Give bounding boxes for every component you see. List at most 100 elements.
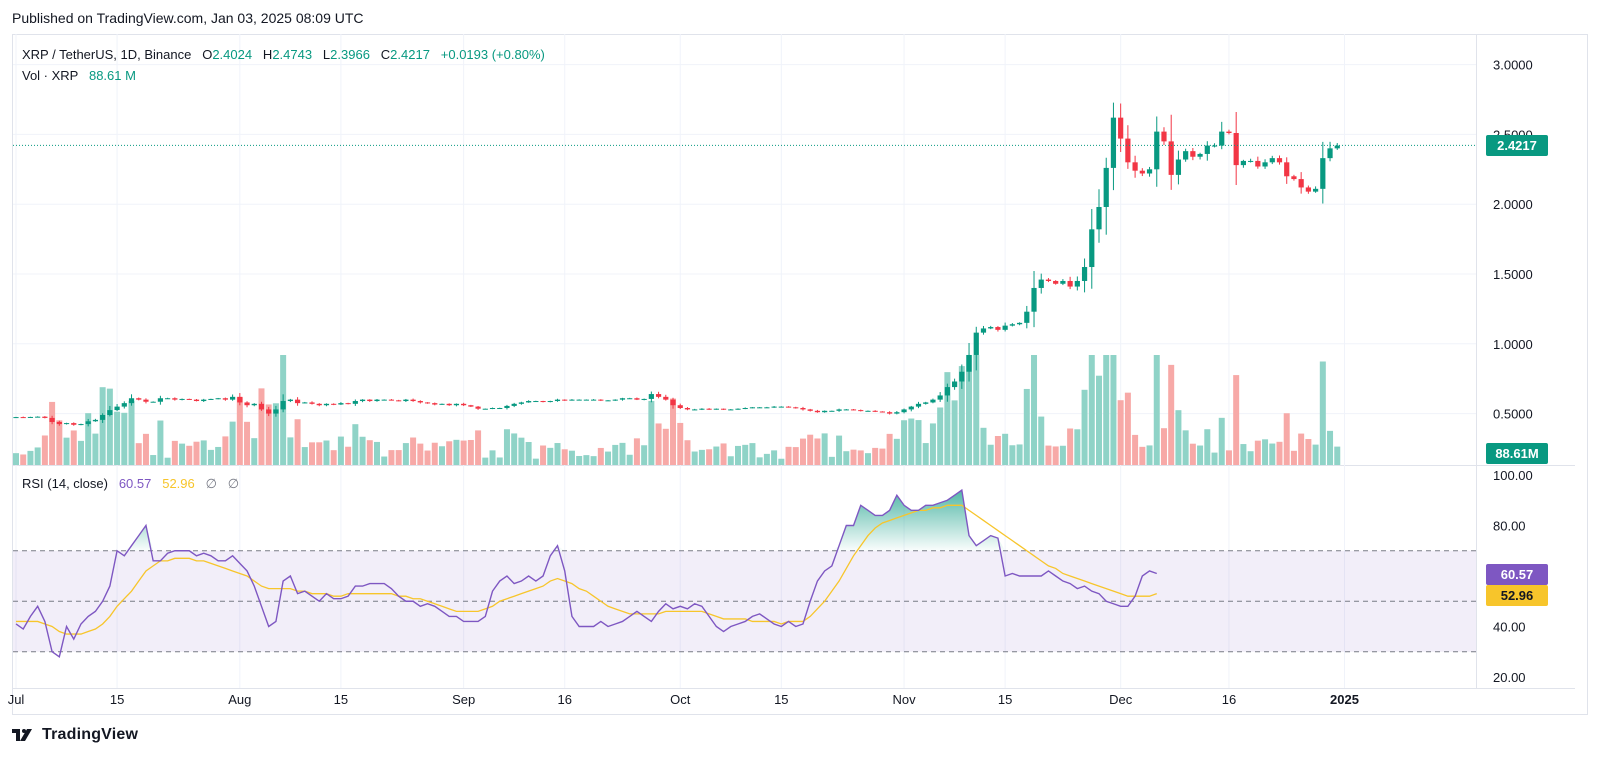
candle-body <box>1139 170 1145 174</box>
volume-bar <box>698 449 705 465</box>
volume-bar <box>85 413 92 465</box>
volume-bar <box>20 454 27 465</box>
rsi-tick-label: 100.00 <box>1493 468 1533 483</box>
volume-bar <box>1074 429 1081 465</box>
volume-bar <box>749 443 756 465</box>
volume-bar <box>561 449 568 465</box>
volume-bar <box>236 397 243 465</box>
volume-bar <box>937 407 944 465</box>
x-tick-label: 15 <box>334 692 348 707</box>
main-legend: XRP / TetherUS, 1D, Binance O2.4024 H2.4… <box>22 44 545 86</box>
volume-bar <box>467 439 474 465</box>
volume-bar <box>590 456 597 465</box>
candle-body <box>1276 158 1283 163</box>
low-label: L <box>322 47 331 62</box>
candle-body <box>143 399 149 402</box>
candle-body <box>1313 188 1319 192</box>
candle-body <box>489 408 496 410</box>
candle-body <box>309 402 315 404</box>
candle-body <box>1226 131 1232 134</box>
candle-body <box>453 403 460 406</box>
x-tick-label: Nov <box>892 692 916 707</box>
volume-bar <box>828 456 835 465</box>
footer-brand[interactable]: TradingView <box>12 726 138 744</box>
candle-body <box>439 403 445 405</box>
volume-bar <box>850 449 857 465</box>
candle-body <box>576 399 582 401</box>
volume-bar <box>41 435 48 465</box>
volume-bar <box>872 447 879 465</box>
candle-body <box>1081 267 1088 281</box>
price-tick-label: 1.0000 <box>1493 337 1533 352</box>
symbol-label[interactable]: XRP / TetherUS, 1D, Binance <box>22 47 192 62</box>
rsi-value: 60.57 <box>118 476 152 491</box>
candle-body <box>1103 167 1109 207</box>
candle-body <box>1183 151 1189 160</box>
candle-body <box>1146 169 1153 174</box>
x-tick-label: Jul <box>8 692 25 707</box>
volume-bar <box>272 403 279 465</box>
volume-bar <box>742 444 749 465</box>
volume-bar <box>901 420 908 465</box>
volume-bar <box>446 441 453 465</box>
candle-body <box>807 409 813 411</box>
candle-body <box>1161 131 1167 142</box>
last-price-tag: 2.4217 <box>1486 135 1548 156</box>
volume-bar <box>135 443 142 465</box>
candle-body <box>1089 229 1095 268</box>
volume-bar <box>1283 413 1290 465</box>
volume-value: 88.61 M <box>88 68 136 83</box>
rsi-ma-tag: 52.96 <box>1486 585 1548 606</box>
candle-body <box>619 398 626 400</box>
candle-body <box>937 395 943 400</box>
volume-bar <box>424 450 431 465</box>
volume-bar <box>1168 364 1175 465</box>
candle-body <box>988 327 994 329</box>
candle-body <box>771 406 777 408</box>
rsi-tick-label: 80.00 <box>1493 519 1526 534</box>
volume-bar <box>244 421 251 465</box>
volume-bar <box>771 450 778 465</box>
volume-label[interactable]: Vol · XRP <box>22 68 79 83</box>
candle-body <box>569 399 575 401</box>
candle-body <box>648 394 654 399</box>
volume-bar <box>1233 375 1240 465</box>
volume-bar <box>77 440 84 465</box>
candle-body <box>294 399 301 404</box>
candle-body <box>518 402 524 404</box>
last-volume-tag: 88.61M <box>1486 443 1548 464</box>
volume-bar <box>1096 375 1102 465</box>
volume-bar <box>128 400 135 465</box>
candle-body <box>980 328 987 333</box>
candle-body <box>930 399 936 403</box>
volume-bar <box>1160 428 1167 465</box>
candle-body <box>244 402 250 406</box>
volume-bar <box>568 450 575 465</box>
candle-body <box>266 409 272 414</box>
chart-frame[interactable] <box>12 34 1588 715</box>
candle-body <box>526 401 532 403</box>
candle-body <box>1204 145 1210 154</box>
volume-bar <box>1312 444 1319 465</box>
candle-body <box>1154 131 1160 170</box>
candle-body <box>822 410 828 413</box>
close-label: C <box>380 47 391 62</box>
candle-body <box>374 399 380 402</box>
candle-body <box>757 407 763 409</box>
rsi-label[interactable]: RSI (14, close) <box>22 476 108 491</box>
candle-body <box>388 399 395 401</box>
axes: Jul 15 Aug 15 Sep 16 Oct 15 Nov 15 Dec 16 2025 3.0000… <box>8 58 1533 707</box>
volume-bar <box>807 434 814 465</box>
candle-body <box>829 410 835 412</box>
volume-bar <box>583 455 590 465</box>
volume-bar <box>337 436 344 465</box>
candle-body <box>1110 117 1117 168</box>
candle-body <box>1284 162 1290 177</box>
candle-body <box>720 408 727 410</box>
candle-body <box>150 401 156 403</box>
candle-body <box>193 399 200 402</box>
volume-bar <box>1124 392 1131 465</box>
candle-body <box>1016 322 1023 325</box>
candle-body <box>172 398 178 400</box>
